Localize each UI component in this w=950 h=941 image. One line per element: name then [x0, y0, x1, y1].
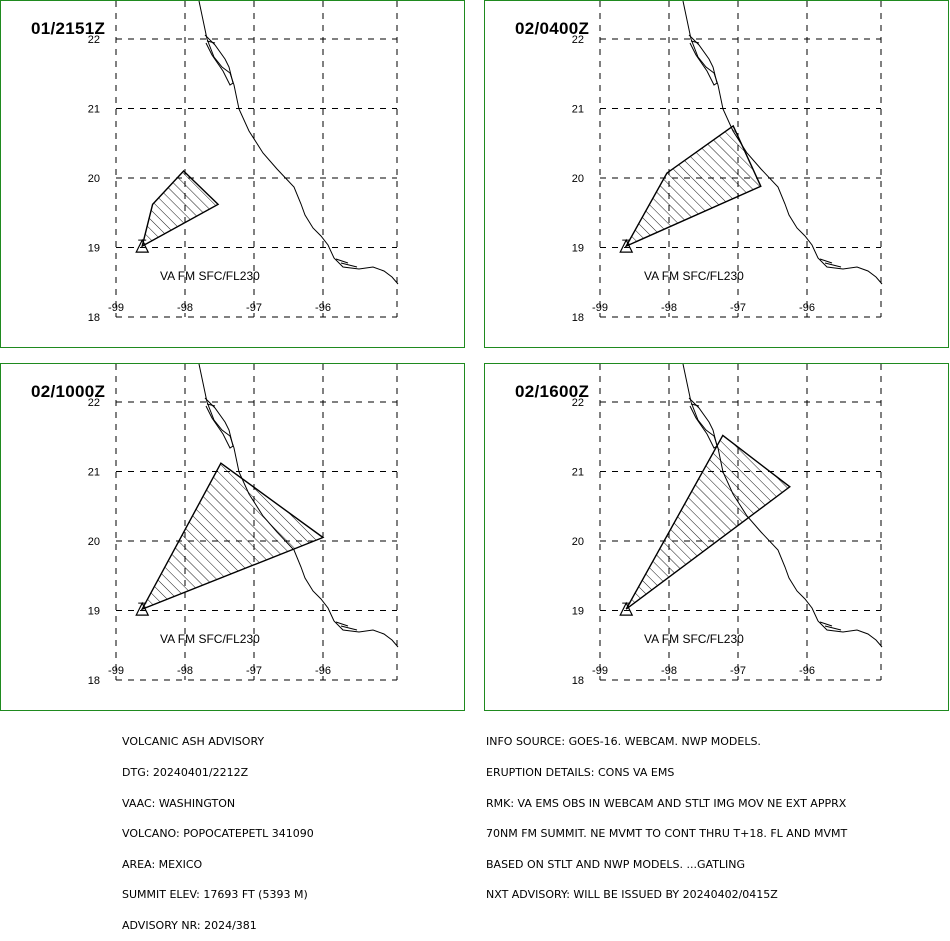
- latitude-label: 19: [572, 243, 584, 255]
- longitude-label: -99: [108, 665, 124, 677]
- ash-cloud-polygon: [141, 169, 220, 248]
- lat-lon-grid: [115, 1, 398, 318]
- longitude-label: -96: [799, 302, 815, 314]
- coastline-detail: [335, 258, 349, 264]
- map-panel-1: 18 19 20 21 22 -99 -98 -97 -96 01/2151Z VA FM SF…: [0, 0, 465, 348]
- ash-cloud-polygon: [624, 124, 762, 248]
- latitude-label: 21: [88, 104, 100, 116]
- coastline-detail: [824, 625, 842, 631]
- latitude-label: 22: [572, 397, 584, 409]
- longitude-label: -99: [592, 302, 608, 314]
- advisory-line: ERUPTION DETAILS: CONS VA EMS: [486, 766, 675, 779]
- volcano-icon: [619, 601, 634, 616]
- longitude-label: -98: [661, 665, 677, 677]
- advisory-line: NXT ADVISORY: WILL BE ISSUED BY 20240402…: [486, 888, 778, 902]
- longitude-label: -98: [661, 302, 677, 314]
- advisory-line: DTG: 20240401/2212Z: [122, 766, 249, 779]
- coastline-detail: [340, 625, 358, 631]
- map-svg: 18 19 20 21 22 -99 -98 -97 -96: [572, 364, 883, 687]
- coastline-detail: [206, 40, 216, 44]
- forecast-time: 01/2151Z: [31, 19, 106, 38]
- ash-cloud-polygon: [625, 434, 791, 610]
- coastline: [198, 1, 399, 285]
- latitude-label: 22: [88, 397, 100, 409]
- ash-layer-label: VA FM SFC/FL230: [644, 632, 744, 646]
- longitude-label: -96: [315, 665, 331, 677]
- advisory-line: 70NM FM SUMMIT. NE MVMT TO CONT THRU T+1…: [486, 827, 848, 841]
- advisory-header-block: VOLCANIC ASH ADVISORY DTG: 20240401/2212…: [122, 717, 314, 941]
- longitude-label: -96: [799, 665, 815, 677]
- ash-layer-label: VA FM SFC/FL230: [160, 632, 260, 646]
- coastline-lagoon: [688, 397, 718, 449]
- ash-layer-label: VA FM SFC/FL230: [644, 269, 744, 283]
- volcano-icon: [135, 601, 150, 616]
- volcano-icon: [135, 238, 150, 253]
- coastline-detail: [819, 621, 833, 627]
- latitude-label: 22: [88, 34, 100, 46]
- latitude-label: 19: [88, 606, 100, 618]
- longitude-label: -97: [730, 302, 746, 314]
- latitude-label: 20: [572, 173, 584, 185]
- latitude-label: 20: [88, 173, 100, 185]
- advisory-line: AREA: MEXICO: [122, 857, 203, 871]
- latitude-label: 20: [88, 536, 100, 548]
- advisory-line: RMK: VA EMS OBS IN WEBCAM AND STLT IMG M…: [486, 796, 847, 810]
- advisory-line: VOLCANO: POPOCATEPETL 341090: [122, 827, 314, 841]
- advisory-line: VOLCANIC ASH ADVISORY: [122, 735, 265, 749]
- latitude-label: 18: [572, 675, 584, 687]
- coastline-detail: [206, 403, 216, 407]
- map-svg: 18 19 20 21 22 -99 -98 -97 -96: [88, 364, 399, 687]
- coastline-detail: [690, 403, 700, 407]
- coastline-lagoon: [688, 34, 718, 86]
- latitude-label: 19: [88, 243, 100, 255]
- map-panel-3: 18 19 20 21 22 -99 -98 -97 -96 02/1000Z VA FM SF…: [0, 363, 465, 711]
- longitude-label: -96: [315, 302, 331, 314]
- coastline-lagoon: [204, 397, 234, 449]
- latitude-label: 18: [88, 675, 100, 687]
- longitude-label: -98: [177, 665, 193, 677]
- advisory-line: VAAC: WASHINGTON: [122, 796, 236, 810]
- coastline: [682, 1, 883, 285]
- longitude-label: -99: [108, 302, 124, 314]
- latitude-label: 22: [572, 34, 584, 46]
- latitude-label: 20: [572, 536, 584, 548]
- forecast-time: 02/1600Z: [515, 382, 590, 401]
- longitude-label: -97: [730, 665, 746, 677]
- map-svg: 18 19 20 21 22 -99 -98 -97 -96: [572, 1, 883, 324]
- advisory-line: SUMMIT ELEV: 17693 FT (5393 M): [122, 888, 308, 902]
- map-panel-4: 18 19 20 21 22 -99 -98 -97 -96 02/1600Z VA FM SF…: [484, 363, 949, 711]
- latitude-label: 18: [88, 312, 100, 324]
- coastline-detail: [819, 258, 833, 264]
- coastline-lagoon: [204, 34, 234, 86]
- longitude-label: -98: [177, 302, 193, 314]
- latitude-label: 21: [572, 467, 584, 479]
- coastline-detail: [824, 262, 842, 268]
- latitude-label: 18: [572, 312, 584, 324]
- latitude-label: 21: [572, 104, 584, 116]
- coastline-detail: [335, 621, 349, 627]
- advisory-details-block: INFO SOURCE: GOES-16. WEBCAM. NWP MODELS…: [486, 717, 847, 911]
- longitude-label: -99: [592, 665, 608, 677]
- advisory-line: ADVISORY NR: 2024/381: [122, 918, 257, 932]
- coastline: [682, 364, 883, 648]
- coastline: [198, 364, 399, 648]
- advisory-line: INFO SOURCE: GOES-16. WEBCAM. NWP MODELS…: [486, 735, 761, 749]
- forecast-time: 02/1000Z: [31, 382, 106, 401]
- ash-cloud-polygon: [140, 462, 325, 611]
- advisory-line: BASED ON STLT AND NWP MODELS. ...GATLING: [486, 857, 746, 871]
- volcano-icon: [619, 238, 634, 253]
- map-panel-2: 18 19 20 21 22 -99 -98 -97 -96 02/0400Z VA FM SF…: [484, 0, 949, 348]
- longitude-label: -97: [246, 302, 262, 314]
- ash-layer-label: VA FM SFC/FL230: [160, 269, 260, 283]
- map-svg: 18 19 20 21 22 -99 -98 -97 -96: [88, 1, 399, 324]
- coastline-detail: [690, 40, 700, 44]
- longitude-label: -97: [246, 665, 262, 677]
- coastline-detail: [340, 262, 358, 268]
- latitude-label: 19: [572, 606, 584, 618]
- latitude-label: 21: [88, 467, 100, 479]
- forecast-time: 02/0400Z: [515, 19, 590, 38]
